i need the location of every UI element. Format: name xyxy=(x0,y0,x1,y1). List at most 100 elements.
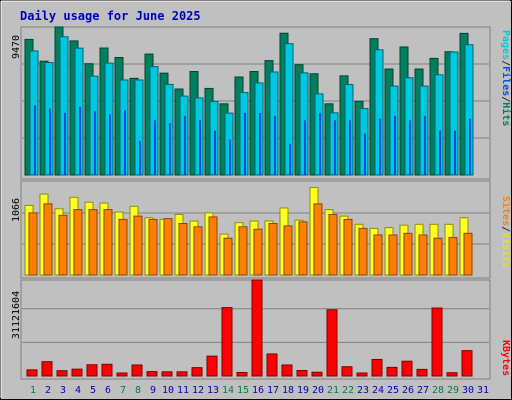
legend-item: Sites xyxy=(500,196,512,226)
kbytes-bar xyxy=(176,371,188,377)
files-bar xyxy=(469,118,471,175)
legend-label: Pages/Files/Hits xyxy=(500,30,512,126)
sites-bar xyxy=(373,234,383,276)
sites-bar xyxy=(88,209,98,276)
x-tick-label: 9 xyxy=(150,385,156,396)
x-tick-label: 27 xyxy=(417,385,429,396)
x-tick-label: 1 xyxy=(30,385,36,396)
legend-item: Hits xyxy=(500,102,512,126)
files-bar xyxy=(274,115,276,175)
sites-bar xyxy=(433,237,443,276)
sites-bar xyxy=(148,218,158,276)
x-tick-label: 13 xyxy=(207,385,219,396)
files-bar xyxy=(379,118,381,175)
x-tick-label: 25 xyxy=(387,385,399,396)
kbytes-bar xyxy=(116,372,128,377)
kbytes-bar xyxy=(446,372,458,377)
files-bar xyxy=(409,120,411,175)
kbytes-bar xyxy=(386,366,398,377)
sites-bar xyxy=(193,226,203,276)
sites-bar xyxy=(133,215,143,276)
files-bar xyxy=(454,130,456,175)
files-bar xyxy=(394,115,396,175)
files-bar xyxy=(124,109,126,175)
legend-label: KBytes xyxy=(500,340,511,376)
legend-item: Visits xyxy=(500,232,512,268)
sites-bar xyxy=(43,203,53,276)
kbytes-bar xyxy=(356,372,368,377)
kbytes-bar xyxy=(371,358,383,377)
sites-bar xyxy=(343,218,353,276)
kbytes-bar xyxy=(326,309,338,377)
x-tick-label: 16 xyxy=(252,385,264,396)
files-bar xyxy=(334,120,336,175)
sites-bar xyxy=(238,226,248,276)
x-tick-label: 11 xyxy=(177,385,189,396)
x-tick-label: 17 xyxy=(267,385,279,396)
x-axis: 1 2 3 4 5 6 7 8 9 10 11 12 13 14 15 16 17 18 19 20 21 22 23 24 2… xyxy=(30,385,489,396)
kbytes-bar xyxy=(86,364,98,377)
x-tick-label: 3 xyxy=(60,385,66,396)
sites-bar xyxy=(58,214,68,276)
legend-item: / xyxy=(500,60,511,66)
sites-bar xyxy=(103,209,113,276)
bars-layer xyxy=(24,26,474,377)
x-tick-label: 26 xyxy=(402,385,414,396)
x-tick-label: 22 xyxy=(342,385,354,396)
x-tick-label: 7 xyxy=(120,385,126,396)
sites-bar xyxy=(388,234,398,276)
kbytes-bar xyxy=(26,369,38,377)
kbytes-bar xyxy=(56,370,68,377)
files-bar xyxy=(79,106,81,175)
files-bar xyxy=(259,112,261,175)
sites-bar xyxy=(163,218,173,276)
sites-bar xyxy=(328,214,338,276)
files-bar xyxy=(319,112,321,175)
files-bar xyxy=(109,114,111,175)
files-bar xyxy=(94,111,96,175)
kbytes-bar xyxy=(146,371,158,377)
kbytes-bar xyxy=(191,367,203,377)
x-tick-label: 8 xyxy=(135,385,141,396)
files-bar xyxy=(349,120,351,175)
kbytes-bar xyxy=(41,361,53,377)
sites-bar xyxy=(223,237,233,276)
legend-item: Pages xyxy=(500,30,511,60)
files-bar xyxy=(184,115,186,175)
kbytes-bar xyxy=(221,307,233,377)
kbytes-bar xyxy=(461,350,473,377)
files-bar xyxy=(304,120,306,175)
x-tick-label: 2 xyxy=(45,385,51,396)
kbytes-bar xyxy=(281,364,293,377)
x-tick-label: 14 xyxy=(222,385,234,396)
kbytes-bar xyxy=(131,364,143,377)
sites-bar xyxy=(253,228,263,276)
files-bar xyxy=(214,130,216,175)
kbytes-bar xyxy=(296,369,308,377)
legend-label: Sites/Visits xyxy=(500,196,512,268)
files-bar xyxy=(244,112,246,175)
x-tick-label: 6 xyxy=(105,385,111,396)
files-bar xyxy=(64,112,66,175)
files-bar xyxy=(199,120,201,175)
sites-bar xyxy=(118,218,128,276)
sites-bar xyxy=(268,223,278,276)
legend-item: Files xyxy=(500,66,512,96)
kbytes-bar xyxy=(431,307,443,377)
x-tick-label: 5 xyxy=(90,385,96,396)
x-tick-label: 23 xyxy=(357,385,369,396)
kbytes-bar xyxy=(341,366,353,377)
kbytes-bar xyxy=(401,360,413,377)
sites-bar xyxy=(178,223,188,276)
legend-item: / xyxy=(500,96,511,102)
sites-bar xyxy=(283,225,293,276)
chart-title: Daily usage for June 2025 xyxy=(20,9,201,23)
sites-bar xyxy=(418,234,428,276)
sites-bar xyxy=(313,203,323,276)
files-bar xyxy=(139,140,141,175)
files-bar xyxy=(364,133,366,175)
files-bar xyxy=(229,139,231,175)
kbytes-bar xyxy=(161,371,173,377)
y-tick-label: 31121604 xyxy=(11,291,22,339)
